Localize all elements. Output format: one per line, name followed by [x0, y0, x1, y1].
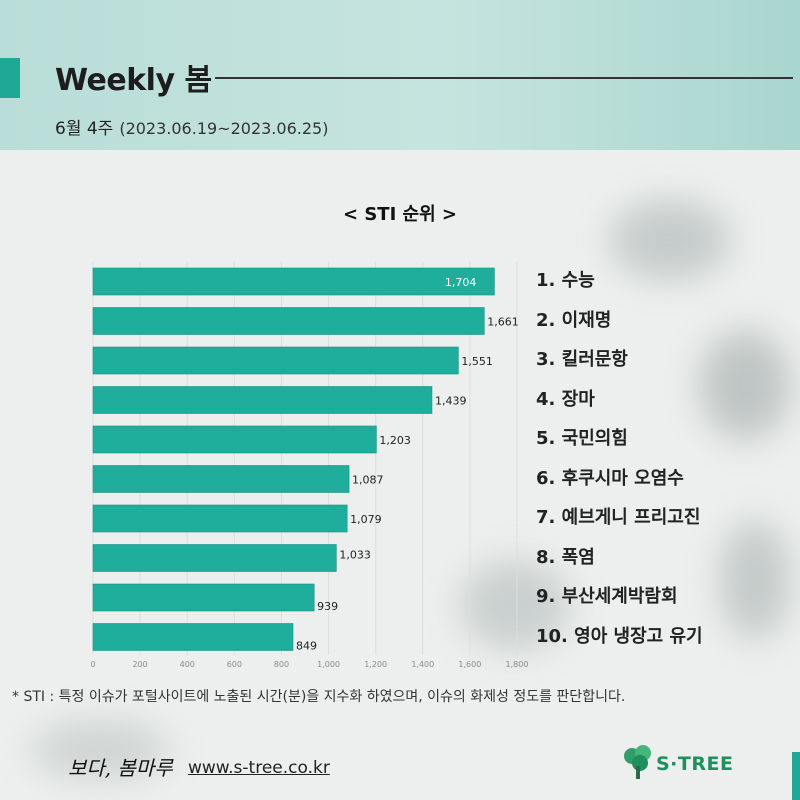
bar: [92, 623, 294, 651]
background-blob: [700, 330, 790, 440]
page-title: Weekly 봄: [55, 63, 212, 98]
bar: [92, 504, 348, 533]
bar: [92, 386, 433, 414]
title-divider: [215, 77, 793, 79]
logo-text: S·TREE: [656, 753, 734, 775]
bar-value-label: 849: [296, 640, 317, 653]
background-blob: [460, 560, 570, 650]
bar: [92, 465, 350, 493]
x-tick-label: 1,600: [458, 660, 481, 669]
rank-item: 4. 장마: [536, 388, 595, 410]
x-tick-label: 800: [274, 660, 289, 669]
bar-value-label: 1,551: [461, 355, 493, 368]
x-tick-label: 1,000: [317, 660, 340, 669]
bar: [92, 346, 459, 375]
x-tick-label: 200: [132, 660, 147, 669]
rank-item: 3. 킬러문항: [536, 349, 628, 370]
chart-title: < STI 순위 >: [342, 204, 458, 225]
rank-item: 6. 후쿠시마 오염수: [536, 467, 684, 489]
bar-value-label: 1,439: [435, 395, 467, 408]
rank-item: 2. 이재명: [536, 309, 612, 331]
bar: [92, 583, 315, 612]
header-accent-bar: [0, 58, 20, 98]
rank-item: 8. 폭염: [536, 546, 595, 568]
chart-x-axis: 0 200 400 600 800 1,000 1,200 1,400 1,600 1,800: [90, 660, 528, 669]
rank-item: 5. 국민의힘: [536, 428, 628, 449]
rank-list: 1. 수능 2. 이재명 3. 킬러문항 4. 장마 5. 국민의힘 6. 후쿠시마 오염…: [536, 266, 703, 661]
background-blob: [610, 200, 730, 280]
bar-value-label: 1,079: [350, 513, 382, 526]
signature-logo: 보다, 봄마루: [68, 756, 173, 780]
chart-value-labels: 1,704 1,661 1,551 1,439 1,203 1,087 1,079 1,033…: [296, 276, 519, 653]
bar: [92, 544, 337, 572]
bar-value-label: 1,203: [379, 434, 411, 447]
x-tick-label: 1,400: [411, 660, 434, 669]
background-blob: [720, 520, 790, 640]
bar-value-label: 1,704: [445, 276, 477, 289]
date-range: (2023.06.19~2023.06.25): [119, 119, 329, 138]
bar: [92, 267, 495, 296]
bar: [92, 307, 485, 335]
x-tick-label: 1,800: [506, 660, 529, 669]
chart-bars: [92, 267, 495, 651]
corner-accent-bar: [792, 752, 800, 800]
footnote: * STI : 특정 이슈가 포털사이트에 노출된 시간(분)을 지수화 하였으…: [12, 689, 626, 705]
week-text: 6월 4주: [55, 119, 114, 139]
bar-value-label: 1,033: [339, 549, 371, 562]
header-band: [0, 0, 800, 150]
rank-item: 10. 영아 냉장고 유기: [536, 625, 703, 647]
rank-item: 1. 수능: [536, 270, 595, 291]
bar-value-label: 1,087: [352, 474, 384, 487]
tree-icon: [624, 745, 651, 779]
x-tick-label: 1,200: [364, 660, 387, 669]
week-label: 6월 4주 (2023.06.19~2023.06.25): [55, 114, 328, 139]
background-blob: [30, 720, 170, 780]
rank-item: 7. 예브게니 프리고진: [536, 507, 701, 528]
x-tick-label: 400: [180, 660, 195, 669]
stree-logo: S·TREE: [622, 744, 742, 784]
bar-value-label: 1,661: [487, 316, 519, 329]
x-tick-label: 600: [227, 660, 242, 669]
site-url-link[interactable]: www.s-tree.co.kr: [188, 758, 330, 778]
x-tick-label: 0: [90, 660, 95, 669]
bar-value-label: 939: [317, 600, 338, 613]
bar: [92, 425, 377, 454]
rank-item: 9. 부산세계박람회: [536, 586, 678, 607]
